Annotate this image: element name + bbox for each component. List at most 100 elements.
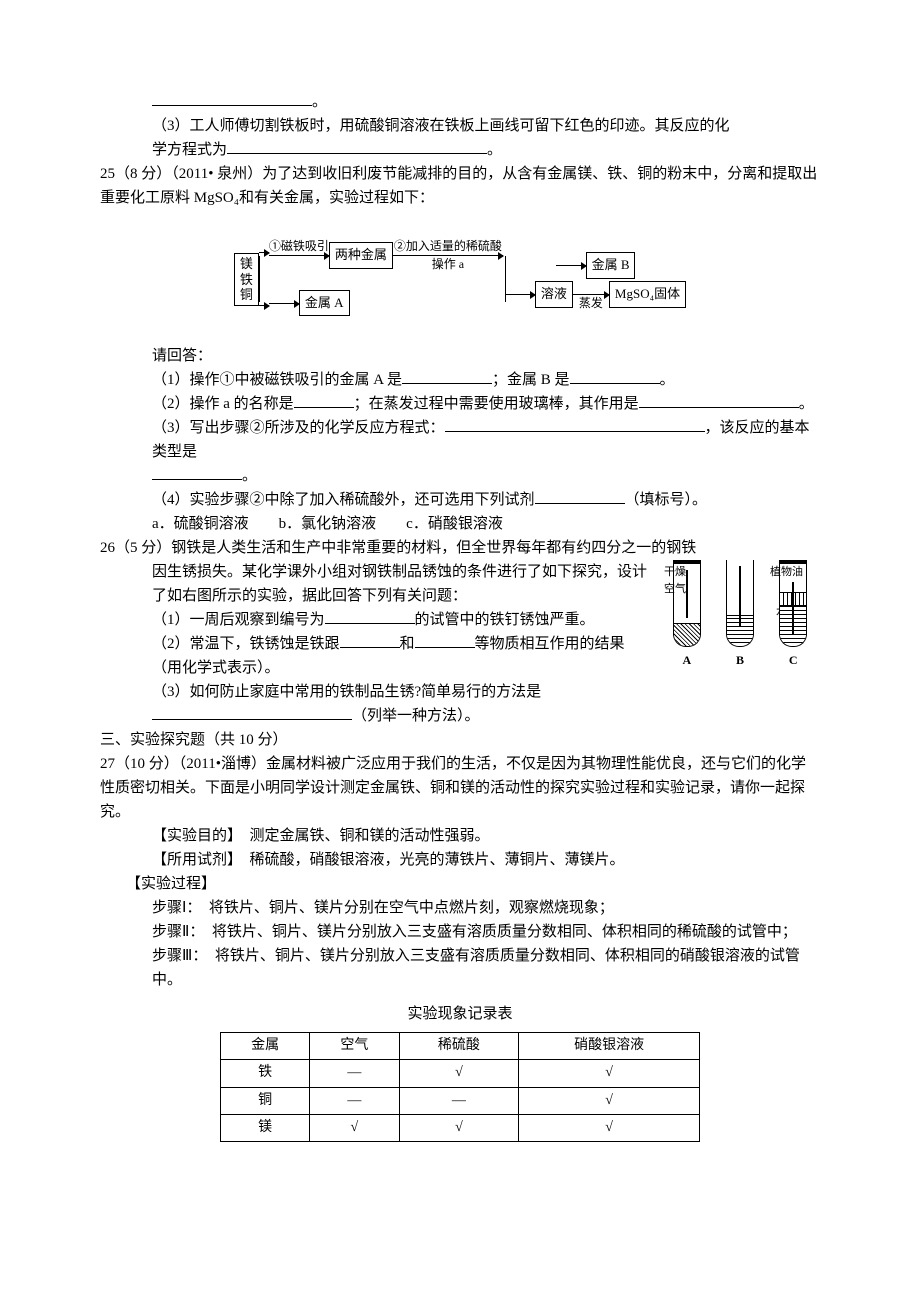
q26-3-blank-line: （列举一种方法）。 [100,704,820,728]
section-3-title: 三、实验探究题（共 10 分） [100,728,820,752]
q25-flow-diagram: 镁 铁 铜 ①磁铁吸引 两种金属 ②加入适量的稀硫酸 [100,240,820,319]
q25-num: 25 [100,166,115,182]
q25-3-a: （3）写出步骤②所涉及的化学反应方程式： [152,420,445,436]
evap-label: 蒸发 [579,297,603,310]
q26-head-line: 26（5 分）钢铁是人类生活和生产中非常重要的材料，但全世界每年都有约四分之一的… [100,536,820,560]
arrow-evap: 蒸发 [573,279,609,310]
q27-process-lbl: 【实验过程】 [100,872,820,896]
q27-purpose-lbl: 【实验目的】 [152,828,235,844]
q27-record-table: 金属 空气 稀硫酸 硝酸银溶液 铁 — √ √ 铜 — — √ 镁 √ √ √ [220,1032,700,1143]
q26-num: 26 [100,540,115,556]
q27-step3: 步骤Ⅲ： 将铁片、铜片、镁片分别放入三支盛有溶质质量分数相同、体积相同的硝酸银溶… [100,944,820,992]
q26-1-blank [325,609,415,624]
cell: √ [399,1060,519,1087]
q25-2: （2）操作 a 的名称是；在蒸发过程中需要使用玻璃棒，其作用是。 [100,392,820,416]
nail-a [686,570,688,618]
page: 。 （3）工人师傅切割铁板时，用硫酸铜溶液在铁板上画线可留下红色的印迹。其反应的… [0,0,920,1302]
q25-2-blank-a [294,393,354,408]
q25-4: （4）实验步骤②中除了加入稀硫酸外，还可选用下列试剂 （填标号）。 [100,488,820,512]
q26-3-tail: （列举一种方法）。 [352,708,480,724]
q25-2-b: ；在蒸发过程中需要使用玻璃棒，其作用是 [354,396,639,412]
tube-c [779,560,807,647]
q26-3: （3）如何防止家庭中常用的铁制品生锈?简单易行的方法是 [152,680,650,704]
q24-eq-blank [227,139,487,154]
q25-4-blank [535,489,625,504]
nail-c [792,582,794,634]
q25-4-a: （4）实验步骤②中除了加入稀硫酸外，还可选用下列试剂 [152,492,535,508]
q25-ans-lead: 请回答： [100,344,820,368]
q24-blank-line: 。 [100,90,820,114]
solution-box: 溶液 [535,281,573,308]
q25-2-a: （2）操作 a 的名称是 [152,396,294,412]
cell: 镁 [221,1114,310,1141]
q25-head-text: （8 分）（2011• 泉州）为了达到收旧利废节能减排的目的，从含有金属镁、铁、… [100,166,817,206]
q27-num: 27 [100,756,115,772]
cell: √ [519,1087,700,1114]
q25-4-b: （填标号）。 [625,492,708,508]
q26-head: （5 分）钢铁是人类生活和生产中非常重要的材料，但全世界每年都有约四分之一的钢铁 [115,540,696,556]
q26-2-blank-b [415,633,475,648]
q25-1-blank-b [570,369,660,384]
q27-reagent-lbl: 【所用试剂】 [152,852,235,868]
q25-3-line2: 。 [100,464,820,488]
q26-1-a: （1）一周后观察到编号为 [152,612,325,628]
q25-head: 25（8 分）（2011• 泉州）为了达到收旧利废节能减排的目的，从含有金属镁、… [100,162,820,210]
q25-2-blank-b [639,393,799,408]
flow-start-box: 镁 铁 铜 [234,253,259,306]
th-metal: 金属 [221,1032,310,1059]
cell: — [399,1087,519,1114]
tube-label-b: B [736,651,744,670]
q27-reagent: 【所用试剂】 稀硫酸，硝酸银溶液，光亮的薄铁片、薄铜片、薄镁片。 [100,848,820,872]
q25-1: （1）操作①中被磁铁吸引的金属 A 是；金属 B 是。 [100,368,820,392]
nail-b [739,566,741,626]
q24-period-b: 。 [487,142,502,158]
cell: √ [519,1060,700,1087]
q24-3b: 学方程式为 [152,142,227,158]
cell: 铜 [221,1087,310,1114]
metal-b-box: 金属 B [586,252,636,279]
q26-2-blank-a [340,633,400,648]
arrow-step1: ①磁铁吸引 [269,240,329,271]
metal-a-box: 金属 A [299,290,350,317]
arrow-metal-a [269,287,299,318]
q27-head: （10 分）（2011•淄博）金属材料被广泛应用于我们的生活，不仅是因为其物理性… [100,756,806,820]
q26-tube-figure: 干燥 空气 植物油 水 A [660,560,820,670]
desiccant [674,623,700,646]
q26-body-row: 因生锈损失。某化学课外小组对钢铁制品锈蚀的条件进行了如下探究，设计了如右图所示的… [100,560,820,704]
q26-3-blank [152,705,352,720]
cell: √ [519,1114,700,1141]
q27-purpose-text: 测定金属铁、铜和镁的活动性强弱。 [250,828,490,844]
cell: — [310,1060,399,1087]
q26-1-b: 的试管中的铁钉锈蚀严重。 [415,612,595,628]
q25-1-a: （1）操作①中被磁铁吸引的金属 A 是 [152,372,402,388]
cell: 铁 [221,1060,310,1087]
table-row: 铁 — √ √ [221,1060,700,1087]
q26-2-a: （2）常温下，铁锈蚀是铁跟 [152,636,340,652]
q26-text-col: 因生锈损失。某化学课外小组对钢铁制品锈蚀的条件进行了如下探究，设计了如右图所示的… [152,560,660,704]
two-metals-box: 两种金属 [329,242,393,269]
q26-1: （1）一周后观察到编号为 的试管中的铁钉锈蚀严重。 [152,608,650,632]
product-box: MgSO₄固体 [609,281,686,308]
q24-period-a: 。 [312,94,327,110]
q26-body1: 因生锈损失。某化学课外小组对钢铁制品锈蚀的条件进行了如下探究，设计了如右图所示的… [152,560,650,608]
tube-b [726,560,754,647]
cell: — [310,1087,399,1114]
step2-top: ②加入适量的稀硫酸 [394,240,502,253]
arrow-step2: ②加入适量的稀硫酸 操作 a [393,240,503,271]
tube-label-a: A [682,651,691,670]
q27-step2: 步骤Ⅱ： 将铁片、铜片、镁片分别放入三支盛有溶质质量分数相同、体积相同的稀硫酸的… [100,920,820,944]
q25-1-blank-a [402,369,492,384]
th-agno3: 硝酸银溶液 [519,1032,700,1059]
step1-label: ①磁铁吸引 [269,240,329,253]
q25-1-b: ；金属 B 是 [492,372,570,388]
q24-3a: （3）工人师傅切割铁板时，用硫酸铜溶液在铁板上画线可留下红色的印迹。其反应的化 [100,114,820,138]
flow-start: 镁 铁 铜 [240,256,253,302]
cell: √ [310,1114,399,1141]
table-row: 铜 — — √ [221,1087,700,1114]
table-row: 镁 √ √ √ [221,1114,700,1141]
tube-label-c: C [789,651,798,670]
q24-3b-wrap: 学方程式为 。 [100,138,820,162]
q27-step1: 步骤Ⅰ： 将铁片、铜片、镁片分别在空气中点燃片刻，观察燃烧现象； [100,896,820,920]
q25-3-blank-b [152,465,242,480]
q25-opts: a．硫酸铜溶液 b．氯化钠溶液 c．硝酸银溶液 [100,512,820,536]
